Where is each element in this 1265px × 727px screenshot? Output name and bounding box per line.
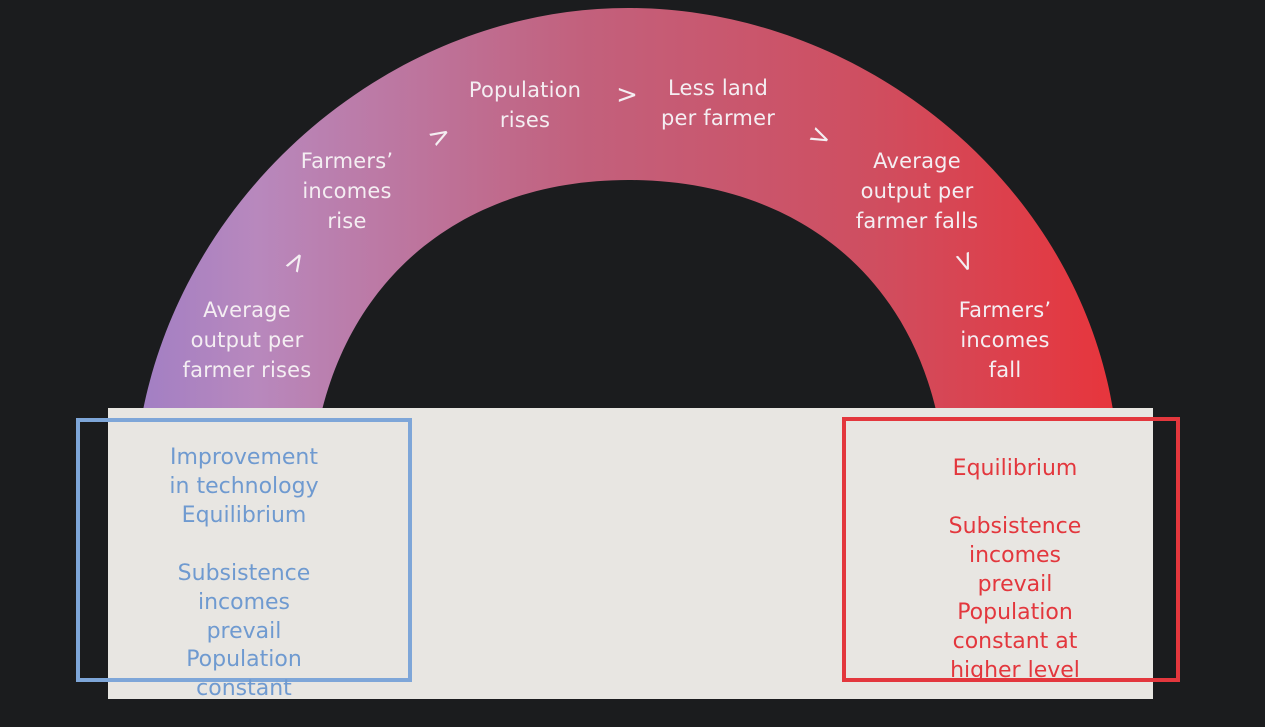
step-less-land: Less land per farmer — [660, 76, 776, 130]
left-box-line-equilibrium: Equilibrium — [181, 503, 307, 528]
right-box-line-population: Population constant at higher level — [950, 600, 1080, 683]
left-box-line-subsistence: Subsistence incomes prevail — [177, 561, 311, 644]
step-incomes-fall: Farmers’ incomes fall — [958, 298, 1052, 382]
step-incomes-rise: Farmers’ incomes rise — [300, 149, 394, 233]
new-equilibrium-box: Equilibrium Subsistence incomes prevail … — [842, 417, 1180, 683]
cycle-arch-band — [143, 8, 1113, 410]
left-box-line-population: Population constant — [186, 647, 302, 701]
initial-equilibrium-box: Improvement in technology Equilibrium Su… — [76, 418, 412, 701]
step-average-output-falls: Average output per farmer falls — [855, 149, 979, 233]
base-panel — [108, 408, 1153, 699]
right-box-line-equilibrium: Equilibrium — [952, 456, 1078, 481]
step-population-rises: Population rises — [468, 78, 582, 132]
arrow-3-icon: > — [616, 80, 638, 110]
step-average-output-rises: Average output per farmer rises — [182, 298, 312, 382]
right-box-line-subsistence: Subsistence incomes prevail — [948, 514, 1082, 597]
left-box-line-technology: Improvement in technology — [169, 445, 319, 499]
